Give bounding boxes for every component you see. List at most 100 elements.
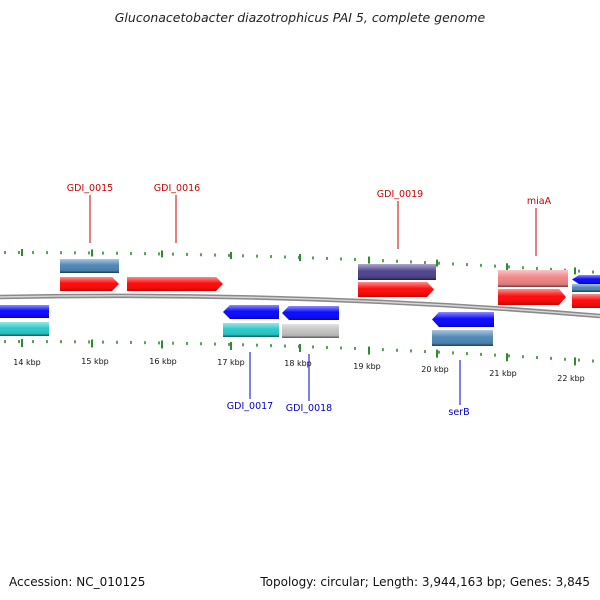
gene-labels: GDI_0015 GDI_0016 GDI_0017 GDI_0018 GDI_0019…: [67, 183, 552, 418]
minor-tick: [564, 357, 566, 361]
minor-tick: [200, 342, 202, 346]
gene-arrow: [223, 305, 279, 319]
tick-label: 17 kbp: [217, 358, 245, 367]
major-tick: [161, 250, 163, 258]
minor-tick: [396, 259, 398, 263]
major-tick: [161, 340, 163, 349]
major-tick: [436, 349, 438, 358]
cog-box: [223, 323, 279, 337]
gene-arrow: [282, 306, 339, 320]
minor-tick: [256, 343, 258, 347]
accession-text: Accession: NC_010125: [9, 575, 146, 589]
minor-tick: [522, 266, 524, 270]
gene-label: GDI_0019: [377, 189, 423, 200]
minor-tick: [18, 340, 20, 344]
minor-tick: [186, 252, 188, 256]
tick-label: 20 kbp: [421, 365, 449, 374]
minor-tick: [578, 269, 580, 273]
gene-arrow: [432, 312, 494, 327]
minor-tick: [382, 259, 384, 263]
minor-tick: [592, 359, 594, 363]
minor-tick: [102, 340, 104, 344]
minor-tick: [18, 251, 20, 255]
major-tick: [299, 254, 301, 262]
minor-tick: [396, 348, 398, 352]
minor-tick: [32, 340, 34, 344]
minor-tick: [270, 255, 272, 259]
minor-tick: [508, 265, 510, 269]
gene-label: GDI_0017: [227, 401, 273, 412]
minor-tick: [60, 251, 62, 255]
minor-tick: [466, 263, 468, 267]
major-tick: [230, 251, 232, 259]
minor-tick: [480, 263, 482, 267]
minor-tick: [466, 352, 468, 356]
major-tick: [574, 357, 576, 366]
gene-arrow-partial: [572, 294, 600, 308]
minor-tick: [32, 251, 34, 255]
gene-label: GDI_0016: [154, 183, 200, 194]
minor-tick: [312, 256, 314, 260]
cog-box-partial: [572, 284, 600, 292]
minor-tick: [354, 258, 356, 262]
gene-arrow: [127, 277, 223, 291]
minor-tick: [550, 356, 552, 360]
tick-label: 15 kbp: [81, 357, 109, 366]
minor-tick: [130, 251, 132, 255]
minor-tick: [410, 260, 412, 264]
cog-box-partial: [0, 322, 49, 336]
gene-label: GDI_0015: [67, 183, 113, 194]
major-tick: [299, 344, 301, 353]
major-tick: [506, 353, 508, 362]
minor-tick: [200, 253, 202, 257]
map-title: Gluconacetobacter diazotrophicus PAI 5, …: [114, 10, 486, 25]
minor-tick: [130, 340, 132, 344]
tick-marks: [4, 249, 594, 366]
minor-tick: [494, 353, 496, 357]
minor-tick: [214, 342, 216, 346]
tick-label: 14 kbp: [13, 358, 41, 367]
minor-tick: [592, 270, 594, 274]
minor-tick: [270, 344, 272, 348]
cog-box: [282, 324, 339, 338]
gene-arrow: [60, 277, 119, 291]
major-tick: [91, 249, 93, 257]
minor-tick: [228, 342, 230, 346]
minor-tick: [102, 251, 104, 255]
minor-tick: [144, 252, 146, 256]
minor-tick: [508, 354, 510, 358]
major-tick: [21, 339, 23, 348]
minor-tick: [536, 356, 538, 360]
gene-label: miaA: [527, 196, 552, 207]
minor-tick: [452, 351, 454, 355]
minor-tick: [494, 264, 496, 268]
minor-tick: [74, 251, 76, 255]
major-tick: [21, 249, 23, 257]
gene-label: GDI_0018: [286, 403, 332, 414]
minor-tick: [438, 350, 440, 354]
minor-tick: [256, 254, 258, 258]
gene-features: [0, 259, 600, 346]
minor-tick: [326, 256, 328, 260]
minor-tick: [424, 350, 426, 354]
cog-box: [498, 270, 568, 287]
cog-box: [432, 330, 493, 346]
minor-tick: [354, 347, 356, 351]
minor-tick: [60, 340, 62, 344]
gene-arrow: [498, 289, 566, 305]
minor-tick: [214, 253, 216, 257]
minor-tick: [452, 262, 454, 266]
cog-box: [358, 264, 436, 280]
minor-tick: [158, 341, 160, 345]
major-tick: [574, 267, 576, 275]
minor-tick: [340, 257, 342, 261]
cog-box: [60, 259, 119, 273]
gene-arrow-partial: [572, 275, 600, 284]
major-tick: [91, 339, 93, 348]
minor-tick: [578, 358, 580, 362]
minor-tick: [46, 340, 48, 344]
gene-arrow-partial: [0, 305, 49, 318]
minor-tick: [158, 252, 160, 256]
minor-tick: [480, 352, 482, 356]
minor-tick: [116, 251, 118, 255]
